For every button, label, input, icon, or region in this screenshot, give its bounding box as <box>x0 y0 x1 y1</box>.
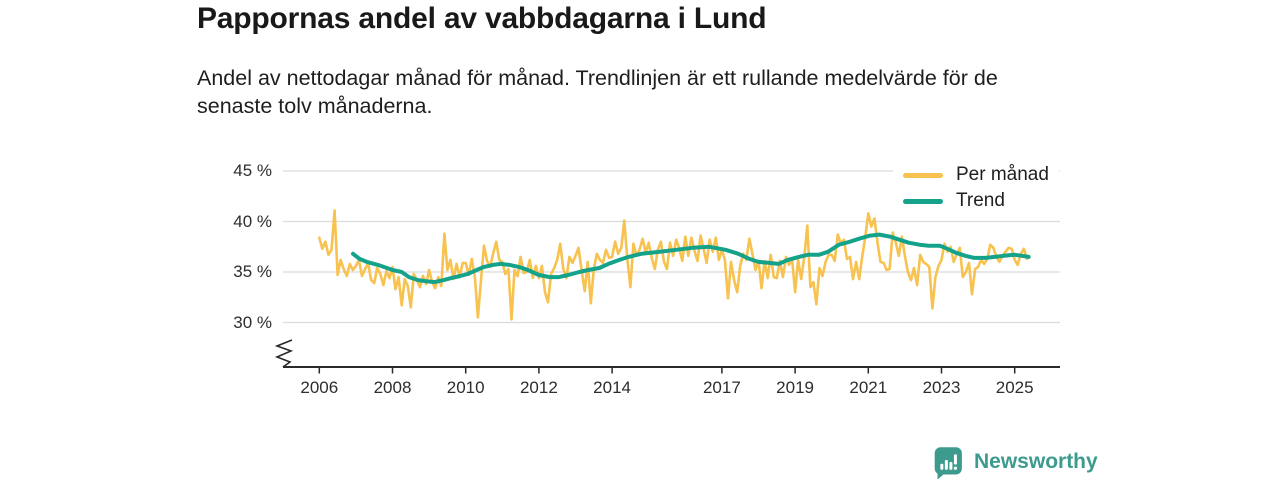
newsworthy-wordmark: Newsworthy <box>974 450 1098 473</box>
per-manad-line <box>317 209 1029 321</box>
chart-legend: Per månad Trend <box>893 162 1059 214</box>
legend-label-per-manad: Per månad <box>956 164 1049 185</box>
trend-line <box>351 232 1031 285</box>
x-axis-label: 2014 <box>593 378 631 397</box>
bar-chart-bubble-icon <box>934 447 962 479</box>
y-axis-label: 30 % <box>233 312 272 332</box>
x-axis-label: 2021 <box>849 378 888 397</box>
axis-break-icon <box>274 339 294 368</box>
page-title: Pappornas andel av vabbdagarna i Lund <box>197 2 767 35</box>
legend-swatch-trend <box>903 198 943 204</box>
x-axis-label: 2019 <box>776 378 814 397</box>
legend-item-trend: Trend <box>893 188 1015 214</box>
legend-label-trend: Trend <box>956 190 1005 211</box>
legend-swatch-per-manad <box>903 172 943 178</box>
chart-subtitle: Andel av nettodagar månad för månad. Tre… <box>197 66 998 118</box>
x-axis-label: 2017 <box>702 378 741 397</box>
x-axis-label: 2010 <box>446 378 485 397</box>
y-axis-label: 40 % <box>233 211 272 231</box>
x-axis-label: 2023 <box>922 378 961 397</box>
x-axis-label: 2006 <box>300 378 339 397</box>
newsworthy-logo: Newsworthy <box>931 445 1098 479</box>
y-axis-label: 45 % <box>233 161 272 180</box>
y-axis-label: 35 % <box>233 262 272 281</box>
x-axis-label: 2012 <box>519 378 558 397</box>
x-axis-label: 2008 <box>373 378 412 397</box>
x-axis-label: 2025 <box>995 378 1034 397</box>
legend-item-per-manad: Per månad <box>893 162 1059 188</box>
